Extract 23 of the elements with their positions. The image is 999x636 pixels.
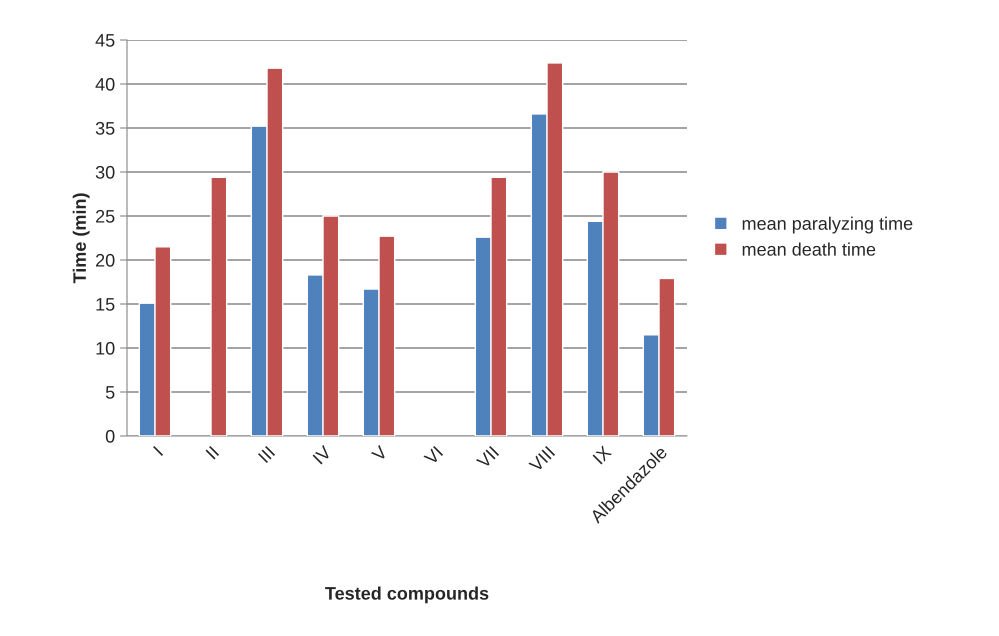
x-tick-label: III — [258, 446, 276, 464]
x-tick-label: V — [371, 444, 388, 462]
legend-label: mean death time — [742, 242, 876, 256]
y-tick-label: 10 — [96, 342, 114, 355]
y-tick-label: 45 — [96, 34, 114, 47]
x-axis-title: Tested compounds — [325, 586, 488, 604]
y-tick-label: 25 — [96, 210, 114, 223]
x-tick-label: VI — [423, 446, 444, 466]
y-tick-label: 20 — [96, 254, 114, 267]
x-tick-label: VII — [476, 446, 500, 470]
x-tick-label: IV — [312, 444, 332, 464]
y-tick-label: 30 — [96, 166, 114, 179]
y-tick-label: 35 — [96, 122, 114, 135]
y-tick-label: 0 — [106, 430, 114, 443]
x-tick-label: I — [153, 446, 164, 456]
legend-label: mean paralyzing time — [742, 216, 912, 234]
y-tick-label: 5 — [106, 386, 114, 399]
y-tick-label: 15 — [96, 298, 114, 311]
x-tick-label: II — [206, 446, 220, 460]
y-tick-label: 40 — [96, 78, 114, 91]
bar — [210, 176, 228, 436]
x-tick-label: VIII — [528, 446, 556, 473]
y-axis-title: Time (min) — [72, 193, 90, 284]
